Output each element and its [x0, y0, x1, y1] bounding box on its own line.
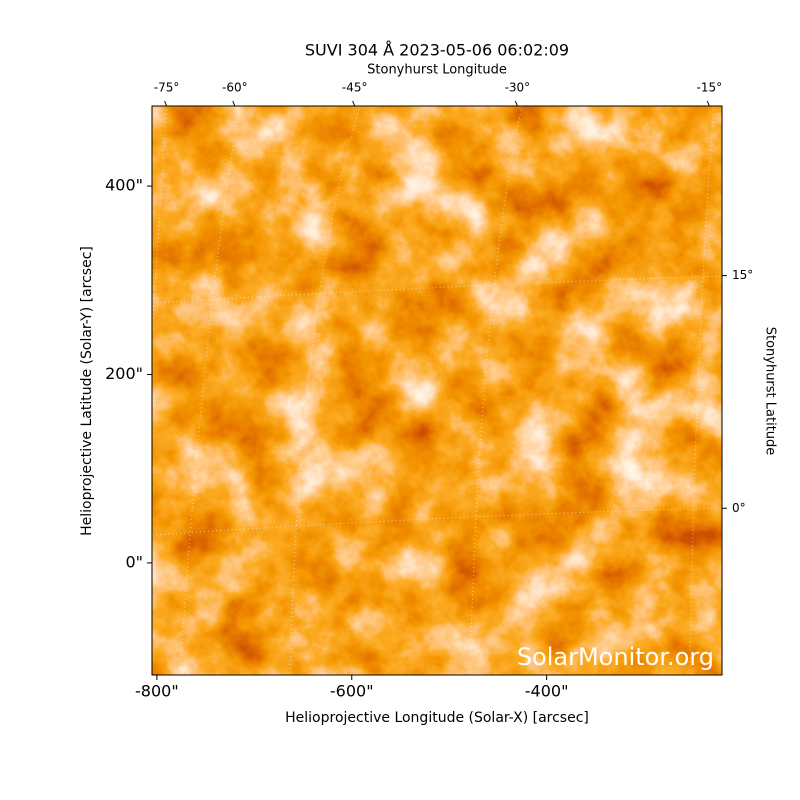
grid-line	[152, 106, 168, 331]
y-tick-label: 200"	[105, 364, 143, 383]
x2-tick-label: -60°	[222, 81, 248, 95]
grid-line	[689, 106, 715, 675]
y-tick-label: 0"	[125, 552, 143, 571]
x-tick-label: -800"	[135, 682, 179, 701]
y-tick-label: 400"	[105, 176, 143, 195]
y2-axis-label: Stonyhurst Latitude	[763, 327, 778, 456]
solar-image	[152, 106, 722, 675]
y2-tick-label: 15°	[732, 268, 753, 282]
x-tick-label: -600"	[330, 682, 374, 701]
watermark: SolarMonitor.org	[517, 643, 714, 671]
x2-tick-label: -75°	[154, 81, 180, 95]
y2-tick-label: 0°	[732, 501, 746, 515]
x2-tick-label: -30°	[505, 81, 531, 95]
x2-tick	[706, 100, 710, 107]
solar-texture	[152, 106, 722, 675]
x2-tick	[514, 100, 518, 107]
grid-line	[289, 106, 361, 675]
x2-tick-label: -45°	[342, 81, 368, 95]
x2-axis-label: Stonyhurst Longitude	[367, 63, 507, 78]
axes-frame	[151, 105, 723, 676]
y-axis-label: Helioprojective Latitude (Solar-Y) [arcs…	[79, 246, 95, 536]
chart-title: SUVI 304 Å 2023-05-06 06:02:09	[305, 41, 569, 60]
x2-tick	[352, 100, 356, 107]
x2-tick	[232, 100, 236, 107]
x2-tick-label: -15°	[697, 81, 723, 95]
x2-tick	[164, 100, 168, 107]
x-tick-label: -400"	[525, 682, 569, 701]
x-axis-label: Helioprojective Longitude (Solar-X) [arc…	[285, 710, 589, 726]
